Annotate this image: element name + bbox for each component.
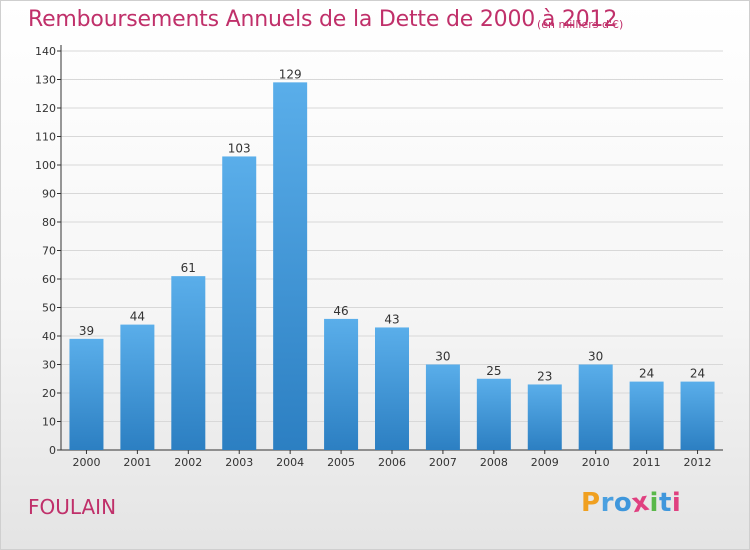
data-labels: 39 44 61 103 129 46 43 30 25 23 30 24 24 (79, 67, 705, 383)
x-tick-label: 2008 (480, 456, 508, 469)
bar-2000 (69, 338, 104, 450)
bars (69, 82, 715, 450)
y-tick-label: 80 (42, 216, 56, 229)
x-tick-label: 2005 (327, 456, 355, 469)
data-label: 30 (435, 350, 450, 364)
y-tick-label: 100 (35, 159, 56, 172)
y-tick-label: 130 (35, 74, 56, 87)
y-tick-label: 140 (35, 45, 56, 58)
data-label: 46 (333, 304, 348, 318)
data-label: 43 (384, 312, 399, 326)
data-label: 103 (228, 141, 251, 155)
x-tick-label: 2007 (429, 456, 457, 469)
data-label: 39 (79, 324, 94, 338)
y-tick-label: 10 (42, 416, 56, 429)
x-tick-label: 2009 (531, 456, 559, 469)
data-label: 23 (537, 369, 552, 383)
data-label: 25 (486, 364, 501, 378)
y-tick-label: 120 (35, 102, 56, 115)
logo-letter: i (671, 488, 682, 518)
bar-2004 (273, 82, 308, 450)
y-tick-label: 0 (49, 444, 56, 457)
logo-letter: o (613, 488, 633, 518)
bar-2008 (476, 378, 511, 450)
y-tick-label: 30 (42, 359, 56, 372)
x-tick-label: 2002 (174, 456, 202, 469)
x-tick-label: 2000 (72, 456, 100, 469)
y-tick-label: 110 (35, 131, 56, 144)
chart-title: Remboursements Annuels de la Dette de 20… (28, 7, 618, 32)
bar-2006 (375, 327, 409, 450)
bar-2005 (324, 318, 359, 450)
chart-subtitle: (en milliers d'€) (537, 18, 624, 31)
y-tick-label: 50 (42, 302, 56, 315)
data-label: 44 (130, 310, 145, 324)
y-tick-label: 60 (42, 273, 56, 286)
x-tick-label: 2001 (123, 456, 151, 469)
logo-letter: r (600, 488, 614, 518)
proxiti-logo[interactable]: Proxiti (581, 487, 682, 520)
bar-2010 (578, 364, 613, 450)
logo-letter: P (581, 488, 601, 518)
bar-2003 (222, 156, 257, 450)
axes: 0 10 20 30 40 50 60 70 80 90 100 110 120 130 140 2000 20… (35, 45, 723, 469)
logo-letter: i (649, 488, 659, 518)
data-label: 30 (588, 350, 603, 364)
y-tick-label: 90 (42, 188, 56, 201)
data-label: 129 (279, 67, 302, 81)
x-tick-label: 2006 (378, 456, 406, 469)
bar-2001 (120, 324, 155, 450)
x-tick-label: 2011 (633, 456, 661, 469)
bar-2012 (680, 381, 715, 450)
bar-2002 (171, 276, 206, 450)
bar-2007 (425, 364, 460, 450)
bar-2011 (629, 381, 664, 450)
y-tick-label: 20 (42, 387, 56, 400)
bar-2009 (527, 384, 562, 450)
logo-letter: t (658, 488, 672, 518)
data-label: 24 (690, 367, 705, 381)
x-tick-label: 2004 (276, 456, 304, 469)
data-label: 61 (181, 261, 196, 275)
x-tick-label: 2010 (582, 456, 610, 469)
x-tick-label: 2003 (225, 456, 253, 469)
data-label: 24 (639, 367, 654, 381)
x-tick-label: 2012 (684, 456, 712, 469)
y-tick-label: 70 (42, 245, 56, 258)
y-tick-label: 40 (42, 330, 56, 343)
place-name: FOULAIN (28, 495, 117, 519)
